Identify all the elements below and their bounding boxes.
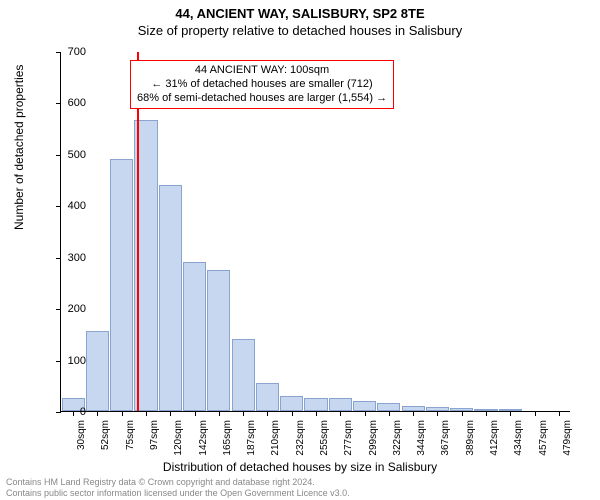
x-tick-mark (510, 411, 511, 416)
x-tick-mark (559, 411, 560, 416)
y-tick-label: 300 (46, 252, 86, 264)
histogram-bar (110, 159, 133, 411)
x-tick-mark (486, 411, 487, 416)
x-tick-mark (122, 411, 123, 416)
footer-line-1: Contains HM Land Registry data © Crown c… (6, 477, 350, 487)
x-tick-label: 322sqm (392, 420, 403, 456)
x-tick-label: 479sqm (562, 420, 573, 456)
y-tick-label: 600 (46, 97, 86, 109)
x-tick-mark (195, 411, 196, 416)
x-tick-mark (389, 411, 390, 416)
histogram-bar (183, 262, 206, 411)
x-tick-mark (97, 411, 98, 416)
histogram-bar (377, 403, 400, 411)
x-tick-mark (267, 411, 268, 416)
x-tick-mark (340, 411, 341, 416)
x-tick-mark (316, 411, 317, 416)
x-tick-label: 389sqm (465, 420, 476, 456)
x-tick-label: 344sqm (416, 420, 427, 456)
x-tick-label: 232sqm (295, 420, 306, 456)
x-tick-mark (437, 411, 438, 416)
x-tick-mark (292, 411, 293, 416)
x-tick-label: 210sqm (270, 420, 281, 456)
histogram-bar (86, 331, 109, 411)
histogram-bar (304, 398, 327, 411)
histogram-bar (256, 383, 279, 411)
x-tick-mark (535, 411, 536, 416)
x-tick-label: 30sqm (76, 420, 87, 450)
x-tick-label: 367sqm (440, 420, 451, 456)
x-tick-label: 299sqm (368, 420, 379, 456)
x-tick-mark (462, 411, 463, 416)
footer-line-2: Contains public sector information licen… (6, 488, 350, 498)
x-axis-label: Distribution of detached houses by size … (0, 460, 600, 474)
chart-title: 44, ANCIENT WAY, SALISBURY, SP2 8TE (0, 0, 600, 21)
footer: Contains HM Land Registry data © Crown c… (6, 477, 350, 498)
annotation-line-2: ← 31% of detached houses are smaller (71… (137, 78, 387, 92)
histogram-bar (329, 398, 352, 411)
histogram-bar (353, 401, 376, 411)
x-tick-mark (219, 411, 220, 416)
x-tick-label: 277sqm (343, 420, 354, 456)
histogram-bar (280, 396, 303, 411)
x-tick-label: 187sqm (246, 420, 257, 456)
x-tick-label: 255sqm (319, 420, 330, 456)
x-tick-label: 142sqm (198, 420, 209, 456)
x-tick-mark (365, 411, 366, 416)
x-tick-label: 52sqm (100, 420, 111, 450)
x-tick-label: 457sqm (538, 420, 549, 456)
x-tick-label: 434sqm (513, 420, 524, 456)
annotation-box: 44 ANCIENT WAY: 100sqm ← 31% of detached… (130, 60, 394, 109)
y-axis-label: Number of detached properties (12, 65, 26, 230)
x-tick-mark (146, 411, 147, 416)
chart-container: 44 ANCIENT WAY: 100sqm ← 31% of detached… (60, 52, 570, 412)
annotation-line-1: 44 ANCIENT WAY: 100sqm (137, 64, 387, 78)
x-tick-label: 165sqm (222, 420, 233, 456)
chart-subtitle: Size of property relative to detached ho… (0, 21, 600, 38)
x-tick-label: 412sqm (489, 420, 500, 456)
x-tick-label: 120sqm (173, 420, 184, 456)
y-tick-label: 200 (46, 303, 86, 315)
y-tick-label: 400 (46, 200, 86, 212)
histogram-bar (207, 270, 230, 411)
x-tick-mark (243, 411, 244, 416)
histogram-bar (232, 339, 255, 411)
x-tick-mark (170, 411, 171, 416)
y-tick-label: 700 (46, 46, 86, 58)
histogram-bar (159, 185, 182, 411)
y-tick-label: 0 (46, 406, 86, 418)
x-tick-label: 97sqm (149, 420, 160, 450)
x-tick-label: 75sqm (125, 420, 136, 450)
x-tick-mark (413, 411, 414, 416)
annotation-line-3: 68% of semi-detached houses are larger (… (137, 92, 387, 106)
y-tick-label: 100 (46, 355, 86, 367)
y-tick-label: 500 (46, 149, 86, 161)
